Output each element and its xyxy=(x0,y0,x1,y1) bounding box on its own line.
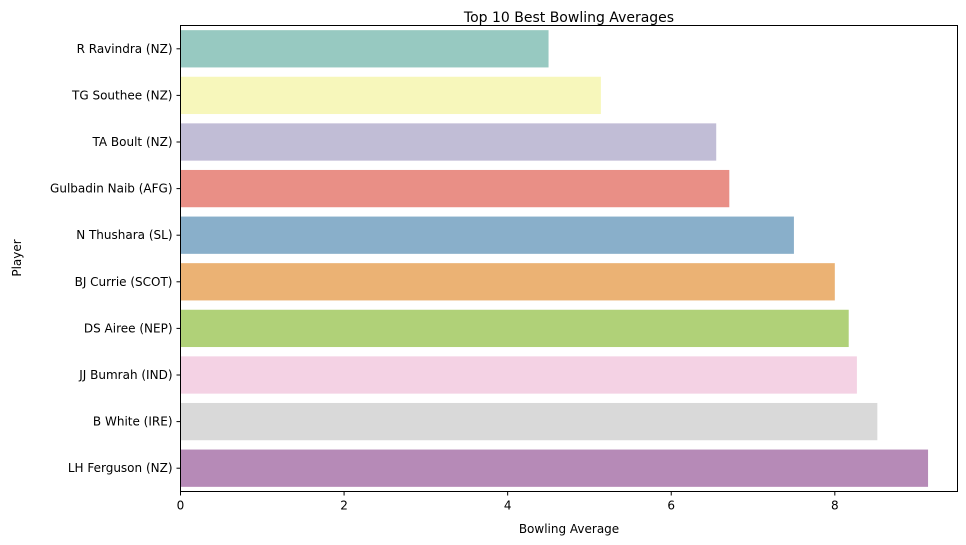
bar xyxy=(180,216,794,254)
x-tick-label: 8 xyxy=(831,499,839,513)
y-tick-label: LH Ferguson (NZ) xyxy=(68,461,173,475)
bar xyxy=(180,263,835,301)
bar xyxy=(180,449,929,487)
x-tick-label: 2 xyxy=(340,499,348,513)
x-axis-label: Bowling Average xyxy=(519,522,619,536)
bars-group xyxy=(180,30,929,487)
y-axis-label: Player xyxy=(10,239,24,276)
x-tick-label: 4 xyxy=(504,499,512,513)
y-tick-label: JJ Bumrah (IND) xyxy=(78,368,172,382)
plot-frame xyxy=(180,25,958,492)
y-tick-label: R Ravindra (NZ) xyxy=(77,42,173,56)
y-tick-label: Gulbadin Naib (AFG) xyxy=(50,182,172,196)
x-tick-label: 0 xyxy=(177,499,185,513)
chart-title: Top 10 Best Bowling Averages xyxy=(463,10,674,26)
y-axis-ticks: R Ravindra (NZ) TG Southee (NZ) TA Boult (… xyxy=(50,42,181,475)
bar xyxy=(180,123,717,161)
y-tick-label: N Thushara (SL) xyxy=(76,228,172,242)
x-tick-label: 6 xyxy=(667,499,675,513)
bar xyxy=(180,356,857,394)
y-tick-label: B White (IRE) xyxy=(93,415,173,429)
x-axis-ticks: 0 2 4 6 8 xyxy=(177,491,839,513)
bar xyxy=(180,169,730,208)
y-tick-label: BJ Currie (SCOT) xyxy=(75,275,173,289)
y-tick-label: TG Southee (NZ) xyxy=(71,88,172,102)
bar xyxy=(180,309,849,348)
y-tick-label: DS Airee (NEP) xyxy=(84,321,173,335)
bar xyxy=(180,402,878,441)
bar xyxy=(180,30,549,68)
y-tick-label: TA Boult (NZ) xyxy=(91,135,172,149)
bar xyxy=(180,76,601,115)
